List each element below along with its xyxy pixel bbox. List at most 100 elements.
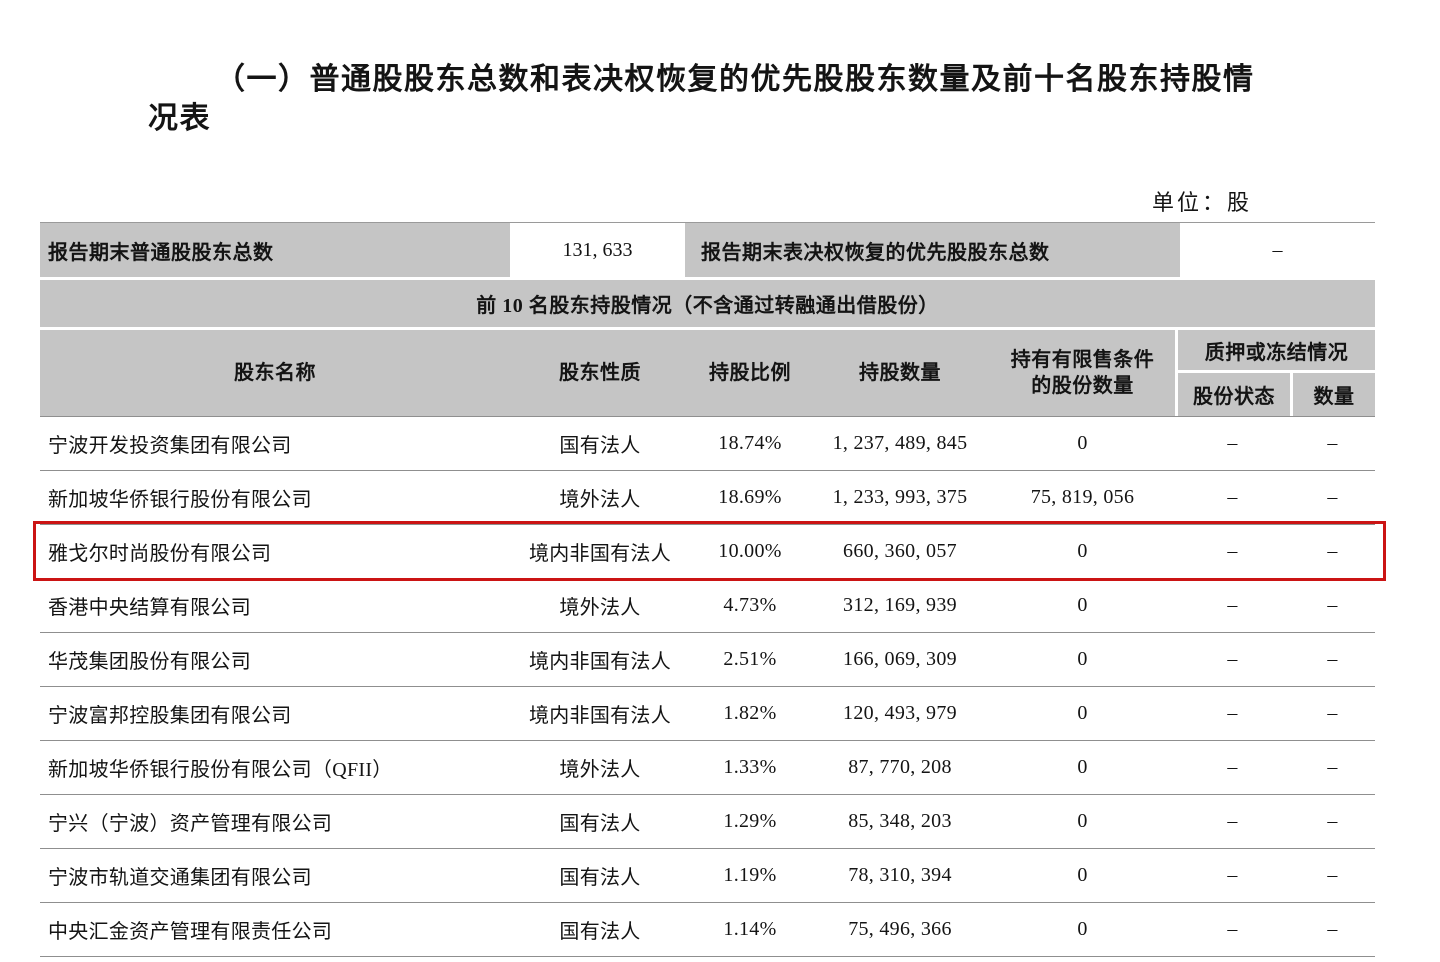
shareholder-name: 宁波市轨道交通集团有限公司 xyxy=(48,867,312,889)
shareholder-name: 华茂集团股份有限公司 xyxy=(48,651,251,673)
shareholder-nature: 国有法人 xyxy=(559,867,641,889)
shareholders-table: 报告期末普通股股东总数 131, 633 报告期末表决权恢复的优先股股东总数 –… xyxy=(33,222,1386,957)
pledge-status: – xyxy=(1227,810,1238,832)
table-row: 宁波富邦控股集团有限公司 境内非国有法人 1.82% 120, 493, 979… xyxy=(40,687,1375,741)
holding-shares: 312, 169, 939 xyxy=(843,594,957,616)
col-header-holding-ratio: 持股比例 xyxy=(690,330,810,416)
holding-ratio: 2.51% xyxy=(723,648,777,670)
holding-shares: 1, 237, 489, 845 xyxy=(832,432,968,454)
shareholder-nature: 国有法人 xyxy=(559,435,641,457)
pledge-qty: – xyxy=(1327,432,1338,454)
unit-label: 单位：股 xyxy=(1152,190,1253,215)
shareholder-name: 宁兴（宁波）资产管理有限公司 xyxy=(48,813,333,835)
shareholder-nature: 境内非国有法人 xyxy=(528,543,672,565)
pledge-status: – xyxy=(1227,432,1238,454)
table-row: 宁兴（宁波）资产管理有限公司 国有法人 1.29% 85, 348, 203 0… xyxy=(40,795,1375,849)
restricted-shares: 0 xyxy=(1077,540,1088,562)
col-header-shareholder-nature: 股东性质 xyxy=(510,330,690,416)
pledge-status: – xyxy=(1227,756,1238,778)
col-header-restricted-line2: 的股份数量 xyxy=(1031,375,1134,397)
holding-shares: 78, 310, 394 xyxy=(848,864,952,886)
col-header-holding-shares: 持股数量 xyxy=(810,330,990,416)
table-row: 新加坡华侨银行股份有限公司（QFII） 境外法人 1.33% 87, 770, … xyxy=(40,741,1375,795)
restricted-shares: 0 xyxy=(1077,810,1088,832)
holding-shares: 660, 360, 057 xyxy=(843,540,957,562)
holding-shares: 87, 770, 208 xyxy=(848,756,952,778)
table-row: 香港中央结算有限公司 境外法人 4.73% 312, 169, 939 0 – … xyxy=(40,579,1375,633)
shareholder-name: 宁波开发投资集团有限公司 xyxy=(48,435,292,457)
col-header-pledge-group: 质押或冻结情况 股份状态 数量 xyxy=(1175,330,1375,416)
preferred-shareholders-total-label: 报告期末表决权恢复的优先股股东总数 xyxy=(685,223,1180,277)
pledge-qty: – xyxy=(1327,810,1338,832)
pledge-qty: – xyxy=(1327,648,1338,670)
page-title-line1: （一）普通股股东总数和表决权恢复的优先股股东数量及前十名股东持股情 xyxy=(215,63,1255,96)
col-header-restricted-shares: 持有有限售条件 的股份数量 xyxy=(990,330,1175,416)
holding-ratio: 18.74% xyxy=(718,432,782,454)
table-row: 宁波市轨道交通集团有限公司 国有法人 1.19% 78, 310, 394 0 … xyxy=(40,849,1375,903)
pledge-qty: – xyxy=(1327,594,1338,616)
pledge-status: – xyxy=(1227,864,1238,886)
shareholder-name: 雅戈尔时尚股份有限公司 xyxy=(48,543,272,565)
pledge-status: – xyxy=(1227,918,1238,940)
restricted-shares: 75, 819, 056 xyxy=(1030,486,1135,508)
shareholder-nature: 境外法人 xyxy=(559,759,641,781)
shareholder-name: 新加坡华侨银行股份有限公司 xyxy=(48,489,312,511)
shareholder-nature: 境内非国有法人 xyxy=(528,705,672,727)
holding-ratio: 1.82% xyxy=(723,702,777,724)
page-title-line2: 况表 xyxy=(148,102,211,135)
table-row: 宁波开发投资集团有限公司 国有法人 18.74% 1, 237, 489, 84… xyxy=(40,417,1375,471)
holding-ratio: 10.00% xyxy=(718,540,782,562)
pledge-status: – xyxy=(1227,486,1238,508)
page-title: （一）普通股股东总数和表决权恢复的优先股股东数量及前十名股东持股情 况表 xyxy=(148,60,1318,138)
table-body: 宁波开发投资集团有限公司 国有法人 18.74% 1, 237, 489, 84… xyxy=(33,416,1386,957)
pledge-qty: – xyxy=(1327,918,1338,940)
common-shareholders-total-value: 131, 633 xyxy=(562,238,633,261)
table-row: 新加坡华侨银行股份有限公司 境外法人 18.69% 1, 233, 993, 3… xyxy=(40,471,1375,525)
pledge-status: – xyxy=(1227,648,1238,670)
holding-ratio: 1.29% xyxy=(723,810,777,832)
col-header-pledge-label: 质押或冻结情况 xyxy=(1178,330,1375,373)
pledge-qty: – xyxy=(1327,702,1338,724)
column-header-row: 股东名称 股东性质 持股比例 持股数量 持有有限售条件 的股份数量 质押或冻结情… xyxy=(40,330,1375,416)
col-header-pledge-status: 股份状态 xyxy=(1178,373,1290,416)
table-row: 中央汇金资产管理有限责任公司 国有法人 1.14% 75, 496, 366 0… xyxy=(40,903,1375,957)
shareholder-name: 香港中央结算有限公司 xyxy=(48,597,251,619)
holding-ratio: 4.73% xyxy=(723,594,777,616)
holding-shares: 1, 233, 993, 375 xyxy=(832,486,968,508)
shareholder-name: 新加坡华侨银行股份有限公司（QFII） xyxy=(48,759,393,781)
pledge-qty: – xyxy=(1327,756,1338,778)
pledge-status: – xyxy=(1227,594,1238,616)
holding-shares: 85, 348, 203 xyxy=(848,810,952,832)
pledge-status: – xyxy=(1227,702,1238,724)
pledge-qty: – xyxy=(1327,540,1338,562)
table-row: 华茂集团股份有限公司 境内非国有法人 2.51% 166, 069, 309 0… xyxy=(40,633,1375,687)
pledge-qty: – xyxy=(1327,486,1338,508)
col-header-pledge-qty: 数量 xyxy=(1290,373,1375,416)
shareholder-nature: 国有法人 xyxy=(559,813,641,835)
shareholder-nature: 国有法人 xyxy=(559,921,641,943)
summary-row: 报告期末普通股股东总数 131, 633 报告期末表决权恢复的优先股股东总数 – xyxy=(40,223,1375,277)
holding-shares: 120, 493, 979 xyxy=(843,702,957,724)
table-row-highlighted: 雅戈尔时尚股份有限公司 境内非国有法人 10.00% 660, 360, 057… xyxy=(33,521,1386,581)
holding-shares: 166, 069, 309 xyxy=(843,648,957,670)
holding-shares: 75, 496, 366 xyxy=(848,918,952,940)
pledge-status: – xyxy=(1227,540,1238,562)
restricted-shares: 0 xyxy=(1077,594,1088,616)
restricted-shares: 0 xyxy=(1077,756,1088,778)
top10-section-header: 前 10 名股东持股情况（不含通过转融通出借股份） xyxy=(40,280,1375,327)
restricted-shares: 0 xyxy=(1077,648,1088,670)
preferred-shareholders-total-value: – xyxy=(1272,238,1283,261)
restricted-shares: 0 xyxy=(1077,918,1088,940)
col-header-restricted-line1: 持有有限售条件 xyxy=(1010,349,1155,371)
holding-ratio: 1.33% xyxy=(723,756,777,778)
col-header-shareholder-name: 股东名称 xyxy=(40,330,510,416)
holding-ratio: 18.69% xyxy=(718,486,782,508)
shareholder-nature: 境内非国有法人 xyxy=(528,651,672,673)
pledge-qty: – xyxy=(1327,864,1338,886)
holding-ratio: 1.14% xyxy=(723,918,777,940)
shareholder-nature: 境外法人 xyxy=(559,489,641,511)
restricted-shares: 0 xyxy=(1077,864,1088,886)
common-shareholders-total-label: 报告期末普通股股东总数 xyxy=(40,223,510,277)
shareholder-name: 宁波富邦控股集团有限公司 xyxy=(48,705,292,727)
shareholder-name: 中央汇金资产管理有限责任公司 xyxy=(48,921,333,943)
